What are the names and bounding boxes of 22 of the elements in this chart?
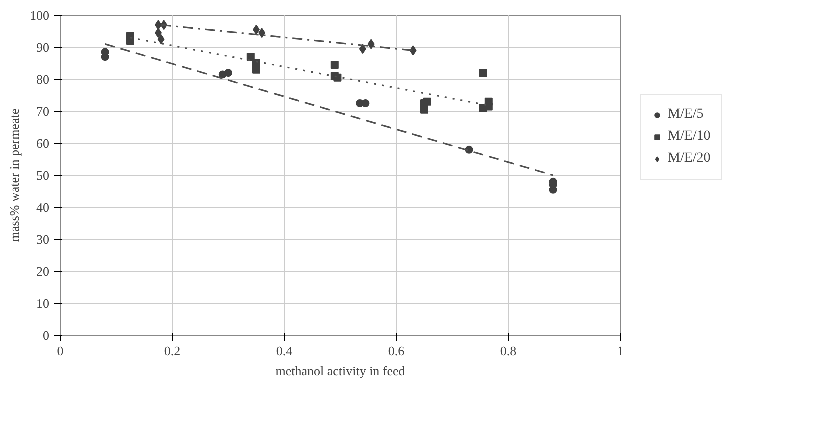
x-tick-label: 0.8 bbox=[500, 344, 517, 358]
y-tick-label: 30 bbox=[36, 232, 50, 247]
y-axis-title: mass% water in permeate bbox=[7, 108, 22, 242]
y-tick-label: 10 bbox=[36, 296, 50, 311]
legend-label: M/E/10 bbox=[668, 129, 711, 145]
x-tick-label: 0 bbox=[57, 344, 64, 358]
y-tick-label: 60 bbox=[36, 136, 50, 151]
legend-label: M/E/20 bbox=[668, 151, 711, 167]
x-tick-label: 0.2 bbox=[164, 344, 181, 358]
y-tick-label: 100 bbox=[30, 8, 50, 23]
y-tick-label: 40 bbox=[36, 200, 50, 215]
y-tick-label: 70 bbox=[36, 104, 50, 119]
x-axis-title: methanol activity in feed bbox=[276, 364, 406, 378]
y-tick-label: 50 bbox=[36, 168, 50, 183]
x-tick-label: 0.4 bbox=[276, 344, 294, 358]
x-tick-label: 0.6 bbox=[388, 344, 406, 358]
y-tick-label: 20 bbox=[36, 264, 50, 279]
y-tick-label: 80 bbox=[36, 72, 50, 87]
legend-label: M/E/5 bbox=[668, 107, 704, 123]
y-tick-label: 90 bbox=[36, 40, 50, 55]
y-tick-label: 0 bbox=[43, 328, 50, 343]
x-tick-label: 1 bbox=[617, 344, 624, 358]
